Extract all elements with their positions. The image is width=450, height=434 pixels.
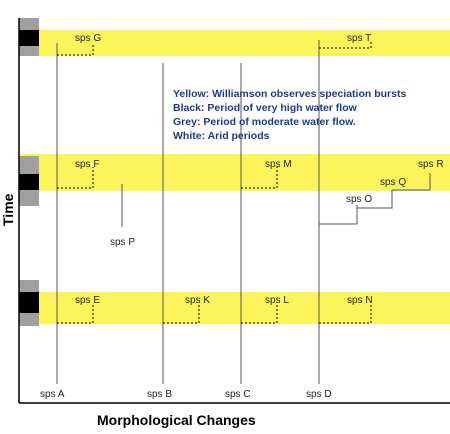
speciation-band-top	[19, 30, 450, 56]
branch-o	[319, 205, 358, 225]
legend-grey: Grey: Period of moderate water flow.	[173, 116, 356, 128]
flow-grey-bottom	[19, 280, 39, 292]
flow-grey-middle	[19, 156, 39, 174]
label-sps-b: sps B	[147, 389, 172, 400]
label-sps-n: sps N	[347, 295, 373, 306]
speciation-band-bottom	[19, 292, 450, 324]
flow-grey-top	[19, 18, 39, 30]
connector-k	[163, 303, 200, 324]
flow-black-middle	[19, 174, 39, 190]
flow-grey-bottom-2	[19, 313, 39, 326]
label-sps-q: sps Q	[380, 177, 406, 188]
label-sps-r: sps R	[418, 159, 444, 170]
connector-g	[57, 43, 94, 56]
label-sps-e: sps E	[75, 295, 100, 306]
label-sps-g: sps G	[75, 33, 101, 44]
connector-m	[241, 167, 278, 189]
x-axis-title: Morphological Changes	[97, 412, 256, 428]
connector-t	[319, 40, 372, 49]
flow-black-bottom	[19, 292, 39, 313]
label-sps-d: sps D	[306, 389, 332, 400]
y-axis-title: Time	[0, 193, 16, 226]
label-sps-a: sps A	[40, 389, 65, 400]
flow-grey-top-2	[19, 46, 39, 56]
legend-white: White: Arid periods	[173, 130, 270, 142]
connector-l	[241, 303, 278, 324]
legend-yellow: Yellow: Williamson observes speciation b…	[173, 88, 406, 100]
connector-f	[57, 167, 94, 189]
branch-q	[357, 190, 393, 209]
flow-grey-middle-2	[19, 190, 39, 206]
connector-e	[57, 303, 94, 324]
label-sps-t: sps T	[347, 33, 371, 44]
label-sps-l: sps L	[265, 295, 289, 306]
legend-black: Black: Period of very high water flow	[173, 102, 358, 114]
speciation-band-middle	[19, 154, 450, 191]
label-sps-f: sps F	[75, 159, 99, 170]
label-sps-p: sps P	[110, 237, 135, 248]
label-sps-o: sps O	[346, 194, 372, 205]
connector-n	[319, 303, 372, 324]
flow-black-top	[19, 30, 39, 46]
label-sps-c: sps C	[225, 389, 251, 400]
branch-r	[392, 173, 431, 191]
label-sps-k: sps K	[185, 295, 210, 306]
label-sps-m: sps M	[265, 159, 292, 170]
